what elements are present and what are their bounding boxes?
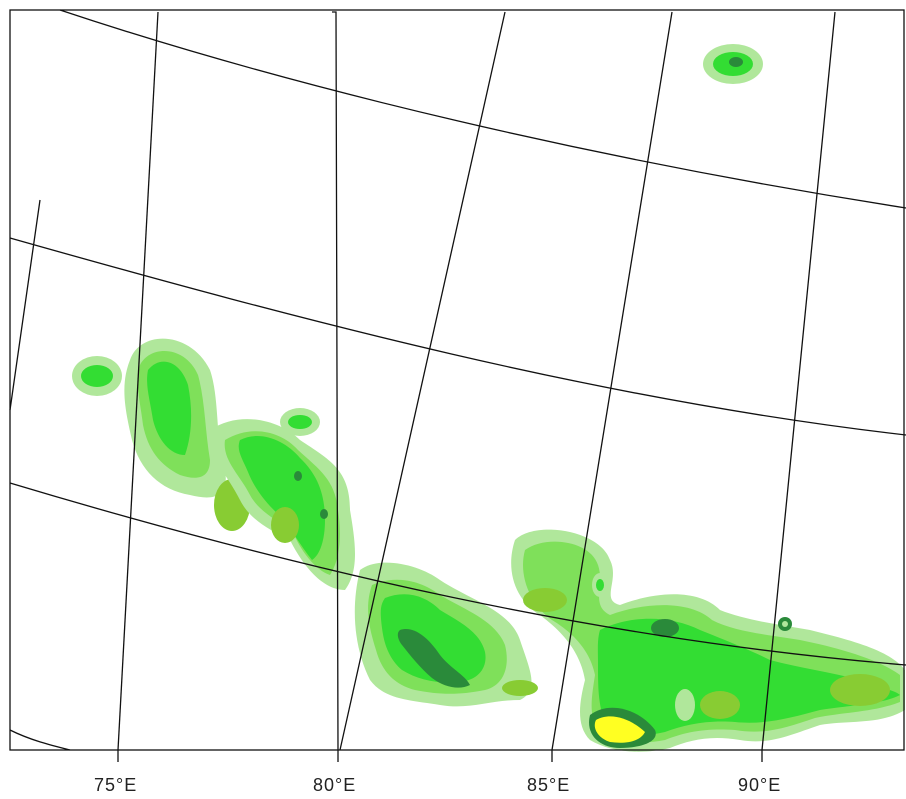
- contour-c3: [596, 579, 604, 591]
- contour-c5: [294, 471, 302, 481]
- latitude-line: [9, 729, 71, 751]
- contour-c3: [147, 361, 192, 455]
- contour-c4: [502, 680, 538, 696]
- contour-cell-northeast: [703, 44, 763, 84]
- latitude-line: [9, 237, 906, 436]
- contour-fields: [72, 44, 905, 752]
- contour-c5: [729, 57, 743, 67]
- contour-c5: [397, 629, 470, 688]
- contour-c3: [597, 618, 900, 735]
- contour-c6: [594, 716, 645, 743]
- longitude-line: [117, 11, 159, 751]
- longitude-line: [9, 199, 41, 411]
- longitude-line: [339, 11, 506, 751]
- contour-c4: [523, 588, 567, 612]
- contour-c3: [380, 594, 486, 683]
- contour-c1: [675, 689, 695, 721]
- longitude-line: [332, 11, 339, 751]
- contour-c3: [238, 436, 325, 560]
- contour-c5: [320, 509, 328, 519]
- contour-cell-southeast: [511, 529, 905, 752]
- contour-cell-south-central: [354, 562, 538, 707]
- contour-c1: [782, 621, 788, 627]
- contour-cell-large-west: [124, 338, 250, 531]
- contour-c5: [651, 619, 679, 637]
- contour-c3: [288, 415, 312, 429]
- contour-band-central: [209, 408, 355, 590]
- latitude-line: [59, 9, 906, 209]
- longitude-label-80: 80°E: [313, 775, 357, 795]
- longitude-label-85: 85°E: [527, 775, 571, 795]
- contour-c4: [700, 691, 740, 719]
- longitude-ticks: [117, 750, 763, 762]
- latitude-line: [9, 482, 906, 666]
- longitude-label-75: 75°E: [94, 775, 138, 795]
- map-frame: [9, 9, 905, 751]
- longitude-line: [551, 11, 673, 751]
- contour-c4: [271, 507, 299, 543]
- graticule: [9, 9, 906, 751]
- contour-cell-west: [72, 356, 122, 396]
- contour-c3: [81, 365, 113, 387]
- longitude-label-90: 90°E: [738, 775, 782, 795]
- longitude-line: [761, 11, 836, 751]
- contour-c4: [830, 674, 890, 706]
